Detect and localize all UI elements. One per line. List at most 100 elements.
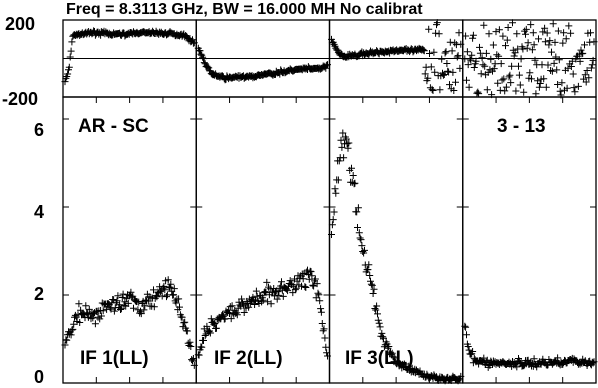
phase-point — [419, 45, 427, 53]
amplitude-point — [104, 300, 112, 308]
amplitude-point — [291, 286, 299, 294]
amplitude-point — [245, 303, 253, 311]
phase-point — [547, 67, 555, 74]
amplitude-point — [374, 310, 381, 318]
amplitude-point — [225, 306, 233, 314]
amplitude-point — [232, 309, 240, 317]
phase-point — [495, 26, 503, 34]
amplitude-point — [331, 185, 339, 193]
phase-point — [498, 76, 506, 84]
amplitude-point — [376, 323, 384, 331]
amplitude-point — [349, 172, 357, 179]
amplitude-point — [463, 331, 470, 339]
phase-point — [64, 70, 72, 78]
phase-point — [506, 71, 514, 79]
amplitude-point — [286, 277, 294, 285]
phase-point — [197, 50, 205, 58]
amplitude-point — [385, 343, 393, 350]
amplitude-point — [167, 280, 175, 288]
phase-point — [540, 75, 548, 83]
amplitude-point — [221, 315, 229, 323]
phase-point — [449, 68, 457, 76]
amplitude-point — [370, 285, 378, 293]
phase-point — [468, 51, 476, 59]
amplitude-point — [354, 224, 361, 231]
amplitude-point — [299, 275, 307, 283]
phase-point — [477, 70, 485, 78]
phase-point — [555, 56, 563, 64]
amplitude-point — [330, 208, 338, 216]
phase-point — [482, 49, 490, 57]
amplitude-point — [188, 356, 196, 364]
phase-point — [541, 38, 549, 46]
phase-point — [323, 61, 331, 69]
amplitude-point — [201, 332, 209, 339]
phase-point — [66, 53, 74, 61]
phase-point — [542, 83, 550, 91]
amplitude-point — [379, 333, 387, 341]
amplitude-point — [181, 318, 189, 326]
phase-point — [524, 39, 532, 47]
phase-point — [430, 48, 438, 56]
amplitude-point — [319, 327, 327, 335]
phase-point — [523, 44, 531, 52]
phase-point — [504, 24, 512, 31]
phase-point — [429, 87, 437, 94]
amplitude-point — [359, 248, 367, 255]
amplitude-point — [124, 299, 132, 307]
amplitude-point — [328, 231, 335, 238]
phase-tick-top: 200 — [5, 14, 35, 34]
amplitude-point — [164, 276, 172, 284]
amplitude-point — [227, 315, 235, 323]
amplitude-point — [374, 316, 382, 324]
amplitude-point — [121, 298, 129, 306]
phase-point — [436, 86, 444, 94]
phase-point — [465, 83, 473, 91]
amplitude-point — [308, 272, 316, 280]
phase-point — [528, 46, 536, 54]
phase-point — [543, 29, 551, 37]
amplitude-point — [161, 286, 169, 294]
phase-point — [455, 29, 463, 37]
amplitude-panel-frame — [62, 96, 197, 384]
amplitude-panel-frame — [462, 96, 597, 384]
amplitude-point — [233, 311, 241, 319]
amplitude-point — [530, 355, 538, 363]
chart-title: Freq = 8.3113 GHz, BW = 16.000 MH No cal… — [66, 1, 423, 18]
phase-point — [546, 37, 554, 45]
amplitude-point — [114, 292, 122, 300]
amplitude-point — [576, 360, 584, 368]
amplitude-point — [172, 299, 180, 307]
phase-point — [490, 65, 498, 73]
phase-point — [500, 75, 508, 83]
phase-point — [512, 87, 520, 95]
amplitude-point — [77, 306, 85, 314]
amplitude-point — [170, 285, 178, 293]
phase-point — [464, 61, 472, 69]
amplitude-point — [351, 179, 359, 187]
amplitude-point — [206, 329, 214, 337]
amplitude-point — [180, 319, 188, 327]
amplitude-point — [267, 300, 275, 308]
amplitude-point — [317, 305, 325, 313]
phase-point — [489, 41, 497, 49]
amplitude-point — [554, 354, 562, 362]
amplitude-point — [339, 129, 347, 137]
amplitude-point — [469, 348, 477, 355]
phase-point — [522, 30, 529, 38]
phase-point — [567, 29, 575, 37]
data-marks — [61, 19, 598, 385]
phase-point — [548, 48, 555, 56]
amplitude-point — [264, 298, 272, 306]
phase-point — [199, 53, 207, 61]
phase-point — [442, 48, 450, 56]
phase-point — [501, 87, 509, 95]
amplitude-point — [335, 157, 343, 165]
phase-point — [483, 86, 491, 94]
phase-point — [474, 88, 482, 96]
amplitude-point — [356, 234, 364, 242]
phase-point — [322, 64, 330, 72]
amplitude-point — [67, 331, 75, 339]
amplitude-point — [358, 242, 366, 250]
phase-point — [451, 39, 459, 47]
